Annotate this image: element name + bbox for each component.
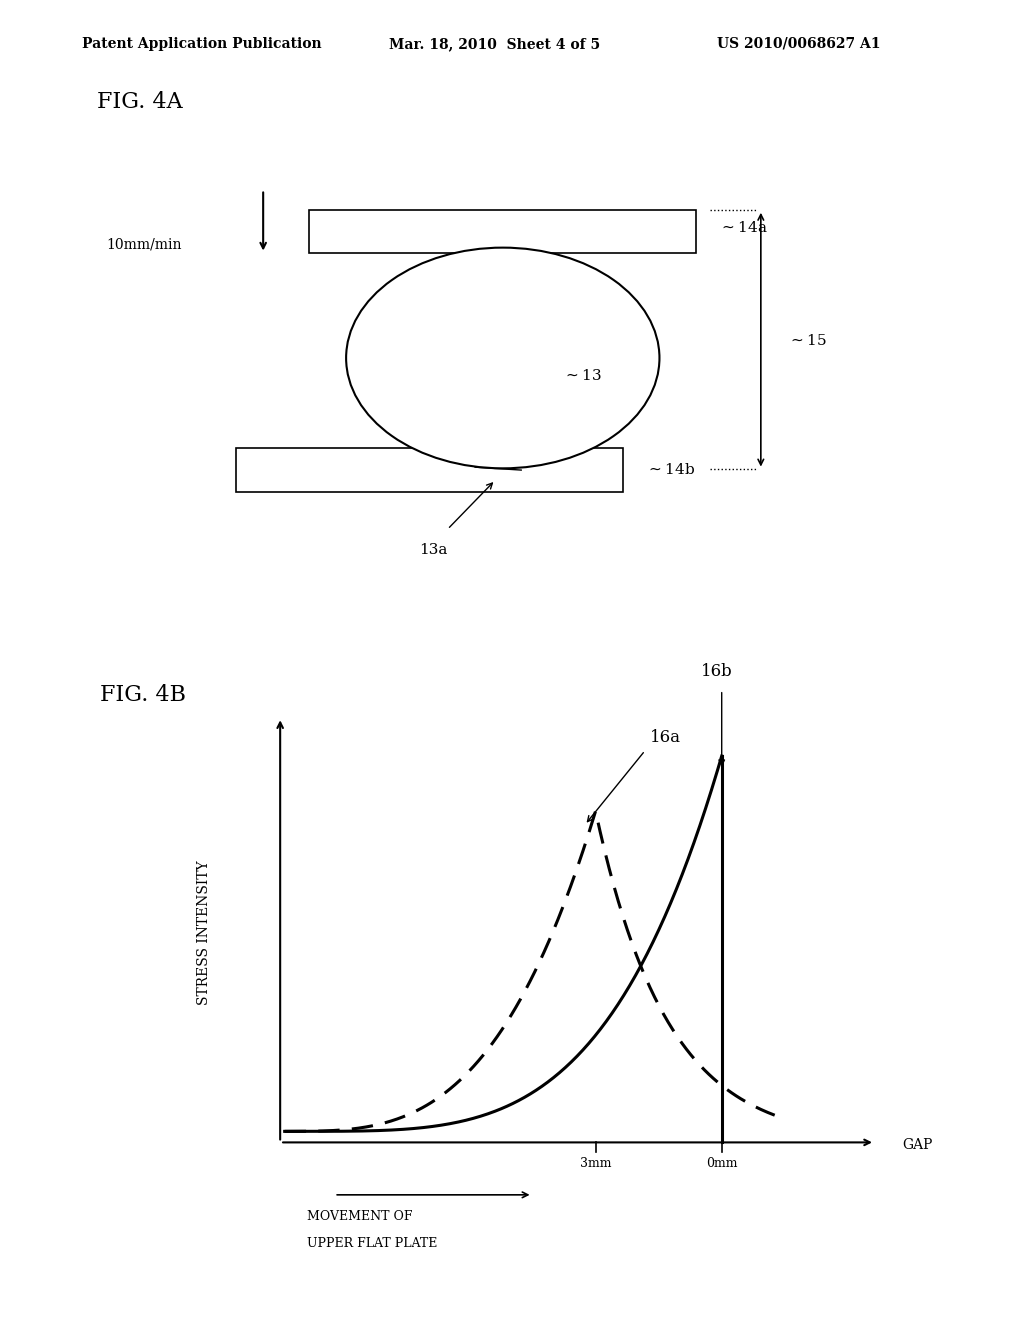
Text: 3mm: 3mm <box>580 1158 611 1171</box>
Text: MOVEMENT OF: MOVEMENT OF <box>307 1209 413 1222</box>
Text: $\sim$14a: $\sim$14a <box>720 220 768 235</box>
Text: GAP: GAP <box>902 1138 932 1152</box>
Text: 0mm: 0mm <box>706 1158 737 1171</box>
Bar <box>236 447 623 491</box>
Text: UPPER FLAT PLATE: UPPER FLAT PLATE <box>307 1237 437 1250</box>
Bar <box>309 210 696 253</box>
Text: 16b: 16b <box>701 663 733 680</box>
Text: FIG. 4A: FIG. 4A <box>97 91 183 112</box>
Text: Mar. 18, 2010  Sheet 4 of 5: Mar. 18, 2010 Sheet 4 of 5 <box>389 37 600 51</box>
Text: 13a: 13a <box>420 543 447 557</box>
Text: 10mm/min: 10mm/min <box>106 238 182 252</box>
Ellipse shape <box>346 248 659 469</box>
Text: $\sim$13: $\sim$13 <box>563 368 602 383</box>
Text: $\sim$15: $\sim$15 <box>788 333 827 348</box>
Text: Patent Application Publication: Patent Application Publication <box>82 37 322 51</box>
Text: 16a: 16a <box>649 729 681 746</box>
Text: STRESS INTENSITY: STRESS INTENSITY <box>197 861 211 1005</box>
Text: FIG. 4B: FIG. 4B <box>100 684 186 706</box>
Text: $\sim$14b: $\sim$14b <box>646 462 694 477</box>
Text: US 2010/0068627 A1: US 2010/0068627 A1 <box>717 37 881 51</box>
